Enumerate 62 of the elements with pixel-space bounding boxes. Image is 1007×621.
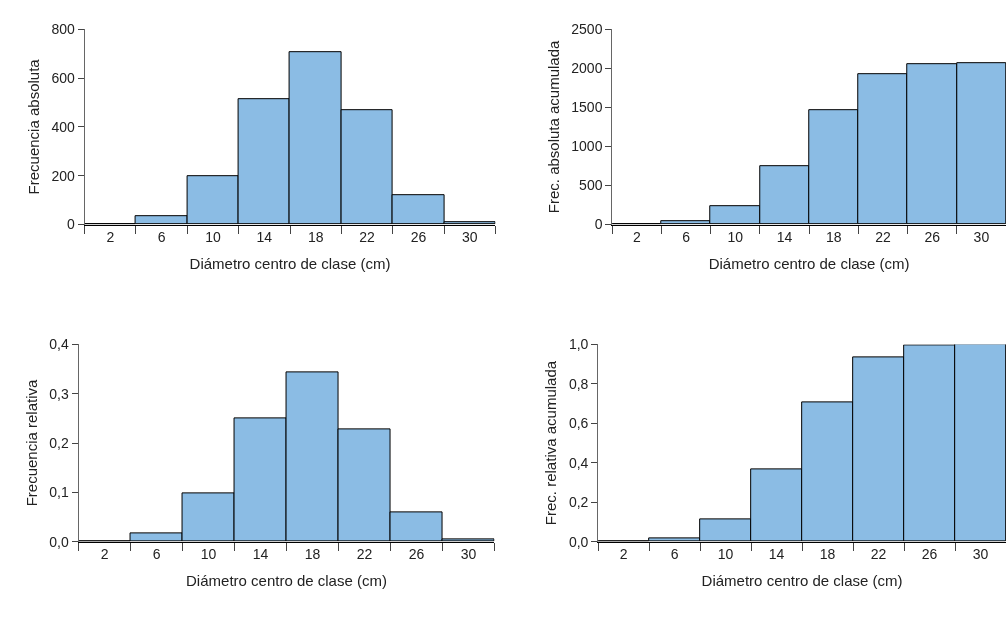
x-tick-label: 30 bbox=[972, 546, 989, 563]
x-tick-label: 6 bbox=[157, 229, 166, 246]
y-tick-label: 0,0 bbox=[568, 533, 589, 550]
x-tick-label: 30 bbox=[460, 546, 477, 563]
x-tick-label: 10 bbox=[717, 546, 734, 563]
x-tick-label: 14 bbox=[768, 546, 785, 563]
y-tick-label: 0,3 bbox=[49, 385, 69, 402]
x-tick-label: 18 bbox=[304, 546, 321, 563]
x-tick-label: 30 bbox=[461, 229, 478, 246]
y-tick-label: 0,2 bbox=[49, 434, 69, 451]
x-tick-label: 22 bbox=[875, 229, 891, 246]
x-axis-title: Diámetro centro de clase (cm) bbox=[189, 255, 391, 273]
x-tick-label: 6 bbox=[682, 229, 691, 246]
y-tick-label: 200 bbox=[51, 167, 75, 184]
x-tick-label: 26 bbox=[921, 546, 938, 563]
y-tick-label: 800 bbox=[51, 21, 75, 38]
y-tick-label: 0,2 bbox=[568, 494, 589, 511]
y-tick-label: 0,4 bbox=[49, 336, 69, 353]
y-tick-label: 1500 bbox=[571, 99, 603, 116]
x-tick-label: 10 bbox=[200, 546, 217, 563]
y-tick-label: 1000 bbox=[571, 138, 603, 155]
y-axis-title: Frecuencia absoluta bbox=[24, 58, 42, 195]
x-tick-label: 2 bbox=[100, 546, 109, 563]
x-tick-label: 6 bbox=[152, 546, 161, 563]
x-tick-label: 22 bbox=[356, 546, 373, 563]
y-tick-label: 0,6 bbox=[568, 415, 589, 432]
y-tick-label: 2000 bbox=[571, 60, 603, 77]
x-tick-label: 26 bbox=[408, 546, 425, 563]
y-tick-label: 0,4 bbox=[568, 454, 589, 471]
x-tick-label: 18 bbox=[307, 229, 324, 246]
y-tick-label: 0 bbox=[594, 216, 603, 233]
y-tick-label: 0,1 bbox=[49, 484, 69, 501]
x-tick-label: 6 bbox=[670, 546, 679, 563]
y-tick-label: 2500 bbox=[571, 21, 603, 38]
y-tick-label: 1,0 bbox=[568, 336, 589, 353]
y-axis-title: Frecuencia relativa bbox=[22, 378, 40, 507]
x-axis-title: Diámetro centro de clase (cm) bbox=[708, 255, 910, 273]
x-tick-label: 10 bbox=[727, 229, 744, 246]
x-tick-label: 30 bbox=[973, 229, 990, 246]
x-tick-label: 2 bbox=[106, 229, 115, 246]
x-tick-label: 26 bbox=[924, 229, 941, 246]
y-tick-label: 0,0 bbox=[49, 533, 69, 550]
x-tick-label: 18 bbox=[819, 546, 836, 563]
x-tick-label: 14 bbox=[776, 229, 793, 246]
x-tick-label: 22 bbox=[870, 546, 887, 563]
y-tick-label: 600 bbox=[51, 69, 75, 86]
x-tick-label: 22 bbox=[359, 229, 376, 246]
y-tick-label: 0 bbox=[66, 216, 75, 233]
y-axis-title: Frec. relativa acumulada bbox=[542, 360, 560, 526]
x-tick-label: 18 bbox=[825, 229, 842, 246]
x-axis-title: Diámetro centro de clase (cm) bbox=[701, 572, 903, 590]
y-tick-label: 500 bbox=[579, 177, 603, 194]
y-axis-title: Frec. absoluta acumulada bbox=[544, 39, 562, 214]
y-tick-label: 0,8 bbox=[568, 375, 589, 392]
x-tick-label: 14 bbox=[256, 229, 273, 246]
x-tick-label: 2 bbox=[619, 546, 628, 563]
x-tick-label: 26 bbox=[410, 229, 427, 246]
x-axis-title: Diámetro centro de clase (cm) bbox=[186, 572, 387, 590]
y-tick-label: 400 bbox=[51, 118, 75, 135]
x-tick-label: 10 bbox=[205, 229, 221, 246]
x-tick-label: 2 bbox=[632, 229, 641, 246]
x-tick-label: 14 bbox=[252, 546, 269, 563]
